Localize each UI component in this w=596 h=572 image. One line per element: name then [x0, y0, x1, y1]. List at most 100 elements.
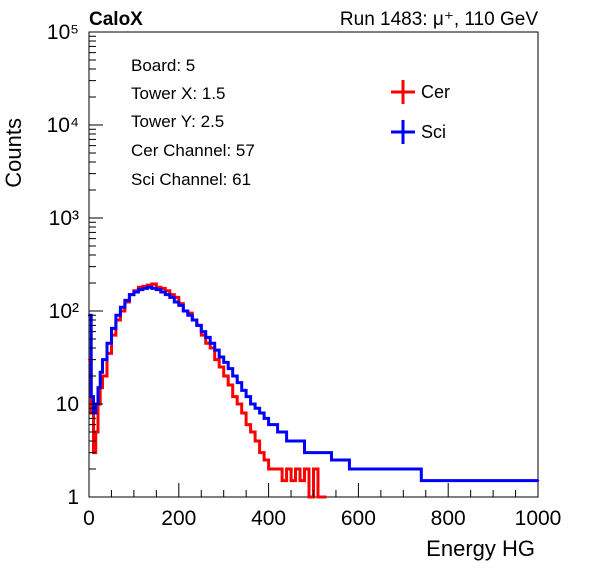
y-tick-label: 10⁵	[47, 21, 79, 44]
info-line-tower-y: Tower Y: 2.5	[131, 112, 224, 131]
data-point-sci	[429, 479, 432, 482]
data-point-cer	[101, 374, 104, 378]
data-point-cer	[262, 458, 266, 462]
data-point-sci	[222, 361, 225, 364]
series-cer	[87, 282, 327, 499]
data-point-sci	[339, 458, 342, 462]
y-tick-label: 10³	[49, 207, 79, 230]
data-point-sci	[303, 451, 306, 454]
data-point-cer	[289, 479, 293, 482]
data-point-cer	[213, 358, 216, 361]
y-tick-label: 10²	[49, 300, 79, 323]
x-tick-label: 200	[161, 507, 196, 530]
data-point-sci	[110, 327, 113, 330]
data-point-cer	[137, 286, 140, 289]
data-point-cer	[204, 342, 207, 345]
data-point-cer	[280, 479, 284, 482]
brand-label: CaloX	[89, 9, 143, 30]
legend-label-cer: Cer	[421, 82, 450, 102]
data-point-cer	[218, 365, 221, 369]
data-point-sci	[249, 402, 252, 406]
data-point-sci	[150, 287, 154, 290]
data-point-sci	[236, 381, 239, 384]
data-point-sci	[402, 467, 405, 471]
info-line-board: Board: 5	[131, 56, 195, 75]
data-point-sci	[420, 479, 423, 482]
data-point-sci	[146, 286, 149, 289]
data-point-sci	[348, 467, 351, 471]
data-point-sci	[357, 467, 360, 471]
data-point-sci	[366, 467, 369, 471]
x-tick-label: 0	[83, 507, 95, 530]
data-point-cer	[231, 395, 234, 398]
data-point-sci	[200, 330, 203, 333]
data-point-sci	[294, 439, 297, 443]
data-point-sci	[159, 290, 162, 294]
info-line-tower-x: Tower X: 1.5	[131, 84, 226, 103]
data-point-cer	[307, 495, 311, 499]
data-point-sci	[267, 423, 270, 426]
y-tick-label: 10	[56, 393, 79, 416]
data-point-cer	[209, 346, 212, 350]
data-point-sci	[173, 300, 176, 304]
x-tick-label: 1000	[515, 507, 562, 530]
data-point-sci	[132, 290, 136, 294]
data-point-sci	[218, 355, 221, 359]
data-point-sci	[276, 430, 279, 434]
data-point-sci	[491, 479, 495, 482]
data-point-cer	[316, 495, 320, 499]
legend-label-sci: Sci	[421, 122, 446, 142]
data-point-cer	[244, 423, 248, 426]
data-point-sci	[177, 304, 180, 307]
series-layer	[87, 282, 540, 499]
data-point-cer	[258, 451, 261, 454]
data-point-sci	[438, 479, 441, 482]
series-line-sci	[89, 285, 538, 483]
data-point-cer	[271, 467, 275, 471]
data-point-sci	[128, 293, 131, 296]
data-point-sci	[509, 479, 513, 482]
data-point-cer	[150, 282, 154, 286]
data-point-sci	[99, 371, 102, 374]
data-point-cer	[321, 495, 324, 499]
data-point-cer	[276, 467, 279, 471]
data-point-sci	[182, 309, 185, 313]
info-box: Board: 5 Tower X: 1.5 Tower Y: 2.5 Cer C…	[131, 56, 255, 189]
data-point-sci	[411, 467, 414, 471]
data-point-sci	[123, 299, 127, 302]
data-point-cer	[227, 383, 230, 387]
data-point-cer	[267, 467, 270, 471]
data-point-sci	[213, 348, 216, 352]
data-point-sci	[168, 296, 171, 299]
data-point-sci	[244, 395, 248, 398]
data-point-sci	[101, 358, 104, 361]
data-point-sci	[285, 439, 288, 443]
data-point-sci	[456, 479, 459, 482]
ticks-layer: 0 200 400 600 800 1000 1 10 10² 10³ 10⁴ 10⁵	[47, 21, 562, 530]
info-line-cer-channel: Cer Channel: 57	[131, 141, 255, 160]
data-point-cer	[200, 333, 203, 337]
data-point-sci	[204, 336, 207, 339]
data-point-cer	[240, 411, 243, 415]
data-point-sci	[375, 467, 378, 471]
legend: Cer Sci	[391, 80, 450, 144]
series-line-cer	[89, 282, 327, 499]
x-tick-label: 400	[251, 507, 286, 530]
data-point-cer	[249, 430, 252, 434]
data-point-sci	[262, 417, 266, 420]
y-tick-label: 1	[67, 486, 79, 509]
data-point-cer	[298, 479, 302, 482]
info-line-sci-channel: Sci Channel: 61	[131, 170, 251, 189]
data-point-sci	[114, 314, 118, 317]
data-point-sci	[536, 479, 540, 482]
data-point-cer	[285, 467, 288, 471]
data-point-sci	[137, 288, 140, 291]
series-sci	[87, 285, 540, 483]
data-point-sci	[231, 374, 234, 378]
data-point-sci	[258, 411, 261, 415]
data-point-sci	[321, 451, 324, 454]
data-point-sci	[527, 479, 531, 482]
data-point-sci	[164, 293, 167, 296]
data-point-sci	[195, 324, 198, 327]
